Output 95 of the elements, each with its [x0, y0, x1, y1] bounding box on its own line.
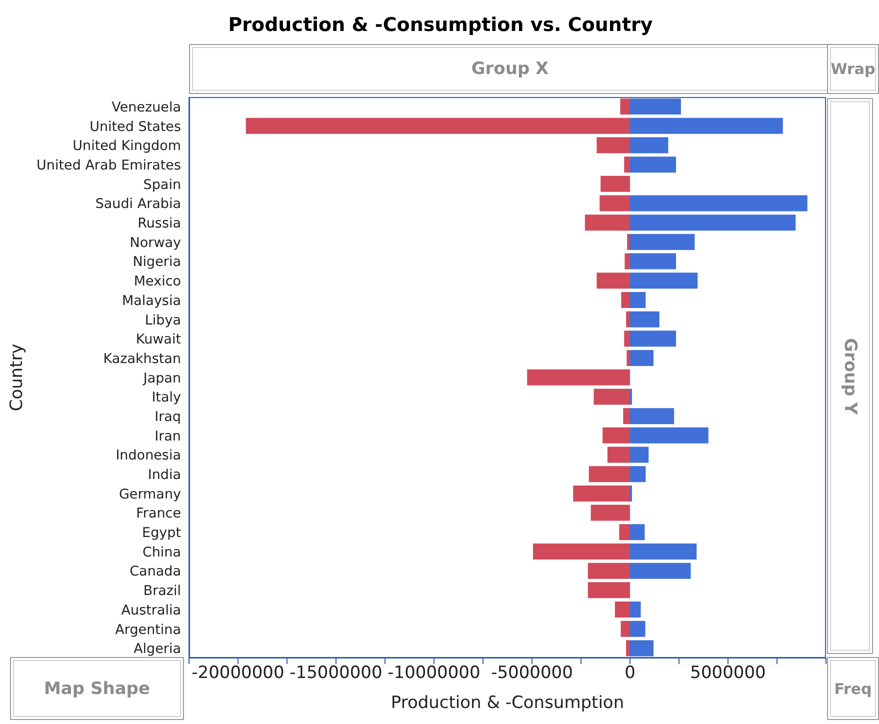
x-tick-label: 5000000	[690, 663, 766, 684]
bar	[623, 408, 630, 424]
bar	[594, 388, 630, 405]
bar	[596, 272, 630, 289]
bar	[630, 98, 681, 115]
x-tick-label: -5000000	[491, 663, 573, 684]
bar	[630, 524, 645, 540]
bar	[600, 195, 630, 212]
x-tick-label: -10000000	[388, 663, 480, 684]
bar	[630, 118, 783, 134]
y-tick-label: Algeria	[134, 641, 181, 658]
y-tick-label: Argentina	[115, 622, 181, 638]
y-tick-label: United Arab Emirates	[36, 158, 181, 174]
bar	[590, 504, 630, 521]
text: Group Y	[827, 98, 873, 654]
bar	[246, 118, 630, 134]
y-tick-label: Iran	[154, 428, 181, 444]
bar	[630, 234, 695, 250]
y-tick-label: Australia	[121, 602, 181, 618]
bar	[596, 137, 630, 154]
text: Group X	[189, 44, 831, 94]
bar	[532, 543, 630, 560]
x-axis-title: Production & -Consumption	[390, 693, 624, 713]
bar	[630, 640, 654, 656]
y-tick-label: Mexico	[134, 274, 181, 290]
y-tick-label: Brazil	[143, 583, 181, 600]
text: Freq	[827, 657, 879, 720]
bar	[573, 485, 630, 502]
y-tick-label: Libya	[144, 312, 181, 328]
bar	[627, 234, 630, 250]
y-tick-label: Iraq	[154, 408, 181, 425]
bar	[630, 195, 808, 212]
bar	[626, 350, 630, 366]
bar	[630, 446, 649, 463]
bar	[624, 156, 630, 173]
bar	[630, 311, 660, 328]
y-tick-label: Kazakhstan	[103, 350, 181, 367]
y-tick-label: India	[148, 467, 181, 484]
bar	[630, 156, 676, 173]
text: Wrap	[827, 44, 879, 94]
y-tick-label: Canada	[130, 564, 181, 580]
bar	[630, 137, 668, 154]
y-tick-label: United States	[90, 118, 181, 135]
bar	[630, 330, 676, 347]
y-tick-label: Japan	[142, 370, 181, 386]
bar	[614, 602, 630, 618]
bar	[630, 292, 646, 308]
bar	[621, 292, 630, 308]
bar	[619, 524, 630, 540]
bar	[607, 446, 630, 463]
bar	[630, 620, 646, 637]
chart-title: Production & -Consumption vs. Country	[227, 14, 654, 36]
y-tick-label: Venezuela	[112, 99, 181, 116]
y-tick-label: France	[136, 506, 181, 522]
bar	[626, 311, 630, 328]
bar	[527, 369, 630, 386]
y-tick-label: Egypt	[142, 525, 181, 542]
bar	[630, 350, 654, 366]
y-tick-label: Spain	[143, 176, 181, 193]
bar	[602, 427, 630, 444]
bar	[630, 214, 796, 231]
bar	[630, 272, 698, 289]
y-tick-label: Italy	[152, 390, 181, 406]
x-tick-label: 0	[624, 663, 636, 684]
bar	[584, 214, 630, 231]
y-tick-label: Germany	[118, 486, 181, 502]
bar	[626, 640, 630, 656]
bar	[630, 427, 708, 444]
y-tick-label: China	[142, 544, 181, 560]
x-tick-label: -15000000	[290, 663, 382, 684]
y-tick-label: Saudi Arabia	[95, 196, 181, 212]
bar	[630, 253, 676, 270]
bar	[630, 408, 674, 424]
bar	[630, 562, 691, 579]
bar	[630, 543, 697, 560]
bar	[630, 466, 646, 482]
bar	[588, 466, 630, 482]
bar	[630, 602, 641, 618]
x-tick-label: -20000000	[192, 663, 284, 684]
y-tick-label: Malaysia	[122, 292, 181, 309]
y-tick-label: Indonesia	[116, 448, 181, 464]
y-tick-label: Russia	[138, 216, 181, 232]
bar	[588, 562, 630, 579]
y-tick-label: Norway	[130, 234, 182, 251]
y-axis-title: Country	[7, 344, 28, 412]
bar	[620, 620, 630, 637]
bar	[588, 582, 630, 598]
bar	[620, 98, 630, 115]
y-tick-label: United Kingdom	[72, 138, 181, 154]
bar	[624, 330, 630, 347]
y-tick-label: Nigeria	[132, 254, 181, 270]
text: Map Shape	[10, 657, 184, 720]
bar	[624, 253, 630, 270]
bar	[600, 176, 630, 192]
y-tick-label: Kuwait	[136, 332, 181, 348]
